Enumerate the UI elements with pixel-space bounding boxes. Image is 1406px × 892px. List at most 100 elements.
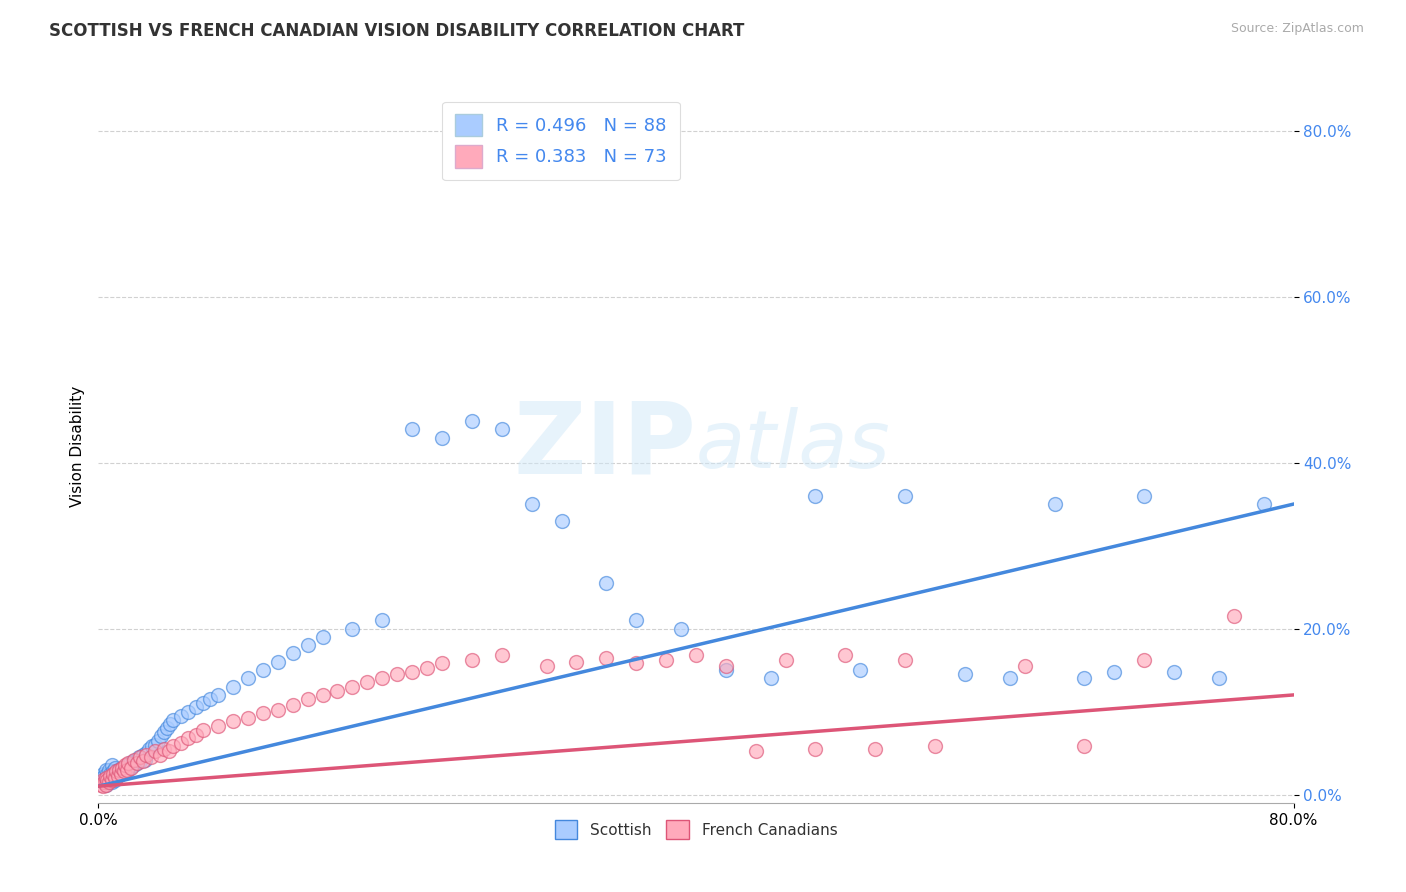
Point [143, 744, 166, 758]
Point [759, 671, 782, 685]
Point [207, 688, 229, 702]
Point [96, 766, 118, 780]
Point [101, 772, 124, 787]
Point [191, 723, 214, 737]
Point [626, 613, 648, 627]
Point [91, 772, 114, 787]
Point [1104, 665, 1126, 679]
Point [207, 719, 229, 733]
Point [110, 766, 132, 780]
Point [132, 754, 155, 768]
Point [401, 665, 423, 679]
Text: atlas: atlas [696, 407, 891, 485]
Point [115, 763, 138, 777]
Point [924, 739, 946, 754]
Point [153, 742, 176, 756]
Point [595, 650, 617, 665]
Point [169, 708, 191, 723]
Point [103, 771, 125, 785]
Point [550, 514, 572, 528]
Point [101, 758, 124, 772]
Point [252, 706, 274, 721]
Point [129, 750, 152, 764]
Point [297, 638, 319, 652]
Point [491, 422, 513, 436]
Point [129, 754, 152, 768]
Point [93, 769, 115, 783]
Point [1163, 665, 1185, 679]
Point [128, 750, 150, 764]
Point [93, 775, 115, 789]
Point [371, 671, 394, 685]
Point [416, 661, 439, 675]
Point [94, 778, 117, 792]
Point [108, 764, 131, 779]
Point [162, 713, 184, 727]
Legend: Scottish, French Canadians: Scottish, French Canadians [548, 814, 844, 845]
Point [894, 653, 917, 667]
Point [134, 753, 156, 767]
Point [804, 489, 827, 503]
Point [115, 758, 138, 772]
Point [685, 648, 707, 662]
Point [97, 775, 120, 789]
Point [91, 779, 114, 793]
Point [430, 657, 453, 671]
Point [281, 647, 304, 661]
Point [93, 772, 115, 787]
Point [103, 766, 125, 780]
Point [311, 688, 333, 702]
Point [96, 772, 118, 787]
Point [104, 761, 127, 775]
Point [90, 771, 112, 785]
Point [132, 747, 155, 762]
Point [655, 653, 678, 667]
Point [252, 663, 274, 677]
Point [1073, 671, 1095, 685]
Point [110, 766, 132, 780]
Point [184, 700, 207, 714]
Point [148, 733, 170, 747]
Point [120, 761, 142, 775]
Point [153, 725, 176, 739]
Point [124, 753, 146, 767]
Point [491, 648, 513, 662]
Point [953, 667, 976, 681]
Point [834, 648, 856, 662]
Point [127, 756, 149, 770]
Point [135, 746, 157, 760]
Point [97, 763, 120, 777]
Point [114, 764, 136, 779]
Point [267, 655, 290, 669]
Point [112, 763, 135, 777]
Point [120, 760, 142, 774]
Point [595, 575, 617, 590]
Point [91, 775, 114, 789]
Point [401, 422, 423, 436]
Point [222, 680, 245, 694]
Point [297, 692, 319, 706]
Point [865, 742, 887, 756]
Point [311, 630, 333, 644]
Point [342, 680, 364, 694]
Point [91, 766, 114, 780]
Point [371, 613, 394, 627]
Point [112, 764, 135, 779]
Point [96, 775, 118, 789]
Point [121, 754, 143, 768]
Text: Source: ZipAtlas.com: Source: ZipAtlas.com [1230, 22, 1364, 36]
Point [191, 696, 214, 710]
Point [90, 778, 112, 792]
Text: SCOTTISH VS FRENCH CANADIAN VISION DISABILITY CORRELATION CHART: SCOTTISH VS FRENCH CANADIAN VISION DISAB… [49, 22, 745, 40]
Point [127, 756, 149, 770]
Point [138, 742, 160, 756]
Point [114, 758, 136, 772]
Point [104, 772, 127, 787]
Point [894, 489, 917, 503]
Point [94, 771, 117, 785]
Point [150, 730, 173, 744]
Point [177, 731, 200, 745]
Point [1043, 497, 1066, 511]
Point [118, 756, 141, 770]
Point [1223, 609, 1246, 624]
